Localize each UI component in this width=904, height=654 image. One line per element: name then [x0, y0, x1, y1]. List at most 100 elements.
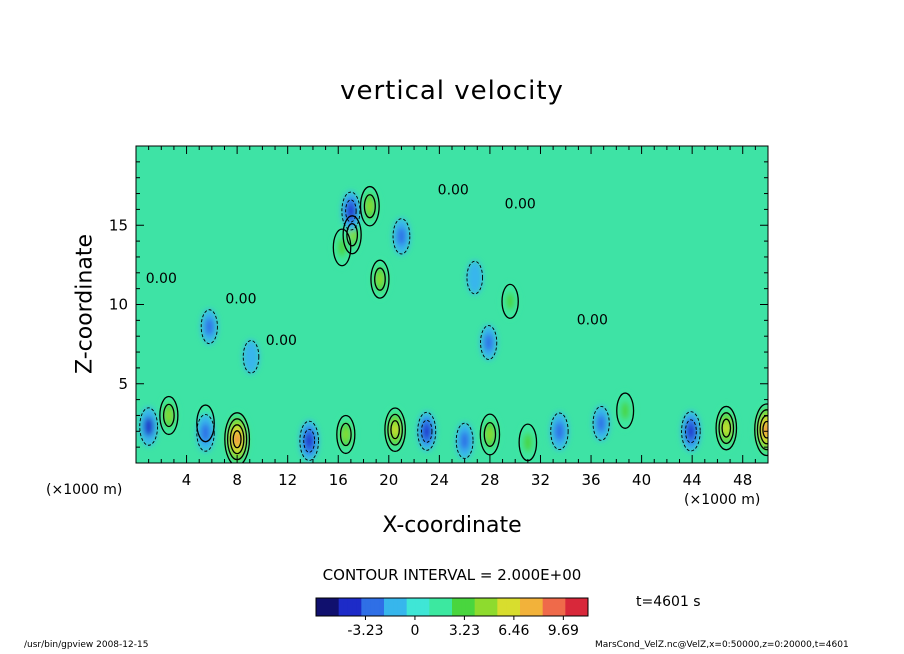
contour-line	[229, 424, 245, 455]
updraft-core	[723, 422, 729, 434]
updraft-core	[764, 425, 768, 435]
contour-line	[159, 395, 179, 436]
colorbar-cell	[569, 598, 575, 616]
colorbar-cell	[370, 598, 376, 616]
downdraft-core	[470, 268, 479, 287]
colorbar-cell	[442, 598, 448, 616]
colorbar-cell	[520, 598, 526, 616]
contour-line	[339, 422, 352, 447]
colorbar-tick-label: 6.46	[498, 623, 529, 639]
colorbar-cell	[556, 598, 562, 616]
downdraft-core	[484, 333, 493, 352]
x-tick-label: 12	[278, 471, 297, 489]
contour-label: 0.00	[505, 197, 536, 213]
colorbar-cell	[574, 598, 580, 616]
contour-line	[224, 412, 251, 463]
colorbar-tick-label: 3.23	[449, 623, 480, 639]
colorbar-cell	[483, 598, 489, 616]
colorbar-cell	[424, 598, 430, 616]
colorbar-cell	[347, 598, 353, 616]
updraft-core	[376, 272, 384, 286]
x-tick-label: 8	[232, 471, 242, 489]
x-tick-label: 24	[430, 471, 449, 489]
updraft-core	[342, 427, 349, 442]
downdraft-core	[246, 348, 256, 366]
downdraft-core	[687, 424, 695, 439]
contour-interval-label: CONTOUR INTERVAL = 2.000E+00	[322, 566, 582, 584]
colorbar-cell	[515, 598, 521, 616]
colorbar-cell	[316, 598, 322, 616]
contour-line	[455, 422, 474, 459]
contour-line	[196, 414, 215, 452]
colorbar-cell	[320, 598, 326, 616]
colorbar-cell	[352, 598, 358, 616]
contour-labels: 0.00 0.00 0.00 0.00 0.00 0.00	[146, 182, 608, 349]
downdraft-core	[205, 317, 214, 336]
colorbar-cell	[325, 598, 331, 616]
colorbar-frame	[315, 597, 589, 617]
contour-line	[384, 407, 406, 453]
updraft-core	[165, 408, 173, 423]
colorbar-cell	[529, 598, 535, 616]
x-tick-label: 40	[632, 471, 651, 489]
colorbar-cell	[415, 598, 421, 616]
downdraft-core	[596, 414, 606, 433]
colorbar-cell	[411, 598, 417, 616]
colorbar-cell	[343, 598, 349, 616]
colorbar-cell	[456, 598, 462, 616]
contour-line	[501, 283, 519, 319]
colorbar-tick-label: -3.23	[347, 623, 383, 639]
contour-line	[242, 340, 260, 374]
contour-label: 0.00	[146, 271, 177, 287]
contour-line	[756, 409, 768, 451]
colorbar-cell	[479, 598, 485, 616]
updraft-core	[366, 199, 374, 214]
colorbar-cell	[470, 598, 476, 616]
contour-line	[359, 185, 380, 227]
x-tick-label: 32	[531, 471, 550, 489]
downdraft-core	[423, 424, 430, 438]
contour-line	[200, 309, 218, 345]
contour-line	[466, 260, 484, 295]
downdraft-core	[143, 416, 154, 437]
updraft-core	[523, 432, 533, 453]
x-axis-unit-left: (×1000 m)	[46, 482, 123, 498]
contour-line	[232, 430, 242, 449]
contour-line	[479, 413, 501, 456]
contour-line	[718, 412, 735, 445]
x-tick-label: 4	[182, 471, 192, 489]
x-tick-label: 36	[581, 471, 600, 489]
contour-line	[387, 413, 403, 446]
colorbar-cell	[406, 598, 412, 616]
colorbar-cell	[384, 598, 390, 616]
downdraft-core	[460, 431, 470, 451]
colorbar-cell	[447, 598, 453, 616]
footer-program-date: /usr/bin/gpview 2008-12-15	[24, 640, 149, 650]
contour-line	[616, 392, 635, 429]
colorbar-cell	[397, 598, 403, 616]
colorbar-cell	[402, 598, 408, 616]
contour-line	[336, 414, 356, 455]
x-tick-label: 20	[379, 471, 398, 489]
updraft-core	[234, 434, 240, 444]
x-axis-label: X-coordinate	[382, 513, 522, 538]
contour-line	[480, 325, 498, 360]
colorbar-cell	[338, 598, 344, 616]
colorbar: -3.23 0 3.23 6.46 9.69	[315, 597, 589, 639]
contour-line	[341, 191, 361, 231]
colorbar-cell	[334, 598, 340, 616]
contour-line	[196, 404, 215, 443]
colorbar-cell	[492, 598, 498, 616]
downdraft-core	[200, 423, 211, 443]
contour-line	[299, 420, 319, 461]
contour-label: 0.00	[225, 292, 256, 308]
time-label: t=4601 s	[636, 594, 701, 610]
colorbar-cell	[578, 598, 584, 616]
contour-label: 0.00	[266, 333, 297, 349]
contour-line	[762, 420, 768, 439]
contour-line	[592, 405, 610, 441]
x-tick-label: 44	[683, 471, 702, 489]
colorbar-cell	[506, 598, 512, 616]
x-axis-unit-right: (×1000 m)	[684, 492, 761, 508]
